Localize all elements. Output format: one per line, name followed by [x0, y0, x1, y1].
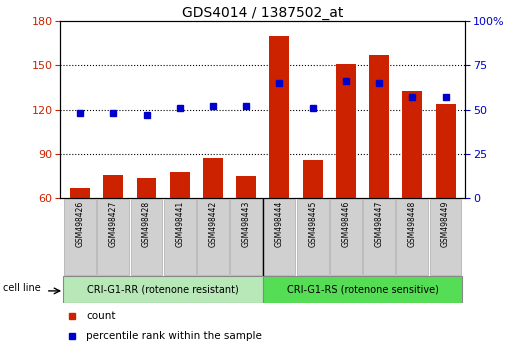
FancyBboxPatch shape — [97, 199, 129, 275]
Text: GSM498442: GSM498442 — [209, 201, 218, 247]
FancyBboxPatch shape — [330, 199, 362, 275]
Text: count: count — [86, 310, 116, 321]
Title: GDS4014 / 1387502_at: GDS4014 / 1387502_at — [182, 6, 344, 20]
Text: CRI-G1-RR (rotenone resistant): CRI-G1-RR (rotenone resistant) — [87, 284, 239, 295]
FancyBboxPatch shape — [64, 199, 96, 275]
FancyBboxPatch shape — [396, 199, 428, 275]
FancyBboxPatch shape — [429, 199, 461, 275]
FancyBboxPatch shape — [131, 199, 163, 275]
Bar — [104, 175, 123, 198]
FancyBboxPatch shape — [63, 276, 263, 303]
Bar — [369, 55, 389, 198]
FancyBboxPatch shape — [363, 199, 395, 275]
Text: CRI-G1-RS (rotenone sensitive): CRI-G1-RS (rotenone sensitive) — [287, 284, 438, 295]
FancyBboxPatch shape — [264, 199, 295, 275]
Bar — [336, 64, 356, 198]
Text: cell line: cell line — [3, 283, 41, 293]
FancyBboxPatch shape — [230, 199, 262, 275]
Text: GSM498428: GSM498428 — [142, 201, 151, 247]
Text: GSM498448: GSM498448 — [408, 201, 417, 247]
FancyBboxPatch shape — [164, 199, 196, 275]
Bar — [436, 104, 456, 198]
Text: GSM498443: GSM498443 — [242, 201, 251, 247]
FancyBboxPatch shape — [197, 199, 229, 275]
Text: GSM498427: GSM498427 — [109, 201, 118, 247]
Bar — [303, 160, 323, 198]
Text: GSM498441: GSM498441 — [175, 201, 184, 247]
FancyBboxPatch shape — [263, 276, 462, 303]
Text: GSM498446: GSM498446 — [342, 201, 350, 247]
Text: GSM498449: GSM498449 — [441, 201, 450, 247]
Bar — [70, 188, 90, 198]
Bar — [203, 159, 223, 198]
Bar — [269, 36, 289, 198]
Text: GSM498447: GSM498447 — [374, 201, 383, 247]
Text: GSM498445: GSM498445 — [308, 201, 317, 247]
FancyBboxPatch shape — [297, 199, 328, 275]
Text: GSM498426: GSM498426 — [76, 201, 85, 247]
Bar — [170, 172, 190, 198]
Text: percentile rank within the sample: percentile rank within the sample — [86, 331, 263, 341]
Bar — [137, 178, 156, 198]
Text: GSM498444: GSM498444 — [275, 201, 284, 247]
Bar — [236, 176, 256, 198]
Bar — [402, 91, 422, 198]
